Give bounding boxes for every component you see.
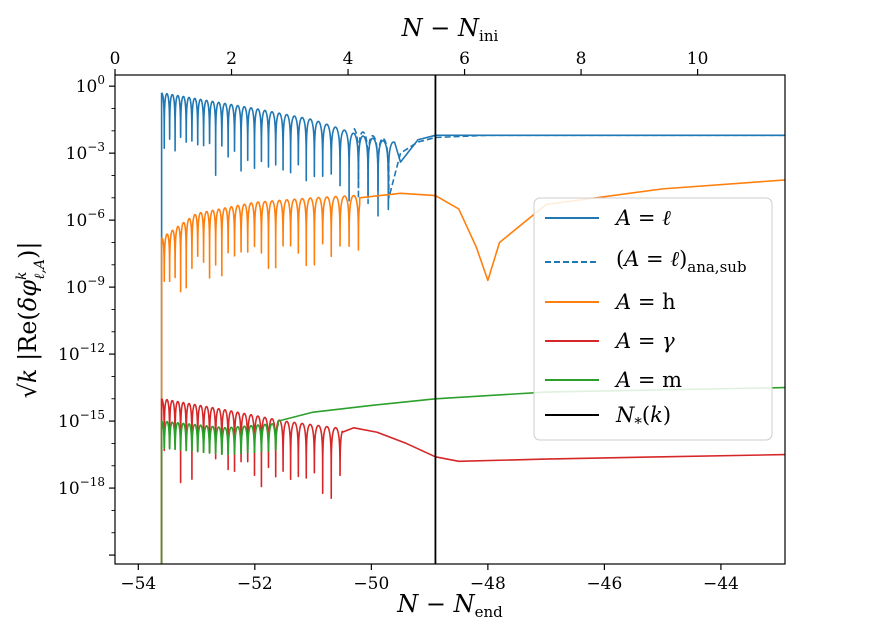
- series-line-h: [160, 179, 785, 293]
- bottom-axis-ticks: −54 −52 −50 −48 −46 −44: [120, 564, 739, 594]
- y-tick-label: 10−3: [66, 140, 105, 164]
- top-axis-ticks: 0 2 4 6 8 10: [110, 49, 709, 75]
- plot-frame: [114, 74, 786, 565]
- x2-tick-label: 6: [459, 49, 470, 69]
- x2-tick-label: 8: [576, 49, 587, 69]
- y-axis-label: √k |Re(δφk ℓ,A)|: [14, 242, 48, 399]
- series-line-gamma: [160, 397, 785, 500]
- y-tick-label: 10−6: [66, 207, 105, 231]
- x-tick-label: −44: [703, 574, 739, 594]
- x2-tick-label: 4: [343, 49, 354, 69]
- x-tick-label: −52: [237, 574, 273, 594]
- x2-tick-label: 10: [687, 49, 709, 69]
- y-tick-label: 10−15: [58, 408, 105, 432]
- legend-label-gamma: A = γ: [614, 329, 675, 353]
- x-tick-label: −46: [586, 574, 622, 594]
- x-tick-label: −50: [353, 574, 389, 594]
- y-tick-label: 10−18: [58, 475, 105, 499]
- x-tick-label: −48: [470, 574, 506, 594]
- legend-label-l: A = ℓ: [614, 206, 671, 230]
- legend-label-m: A = m: [614, 368, 682, 392]
- x-axis-label: N − Nend: [396, 590, 503, 621]
- y-tick-label: 10−9: [66, 274, 105, 298]
- y-axis-ticks: 100 10−3 10−6 10−9 10−12 10−15 10−18: [58, 73, 115, 556]
- legend-label-h: A = h: [614, 290, 676, 314]
- series-line-l: [160, 92, 785, 211]
- x-tick-label: −54: [120, 574, 156, 594]
- series-line-m: [160, 386, 785, 456]
- x2-axis-label: N − Nini: [401, 14, 499, 45]
- y-tick-label: 10−12: [58, 341, 105, 365]
- series-layer: [160, 92, 785, 564]
- legend: A = ℓ (A = ℓ)ana,sub A = h A = γ A = m N…: [533, 197, 773, 441]
- x2-tick-label: 0: [110, 49, 121, 69]
- x2-tick-label: 2: [226, 49, 237, 69]
- y-tick-label: 100: [76, 73, 105, 97]
- series-line-l_ana: [353, 127, 785, 217]
